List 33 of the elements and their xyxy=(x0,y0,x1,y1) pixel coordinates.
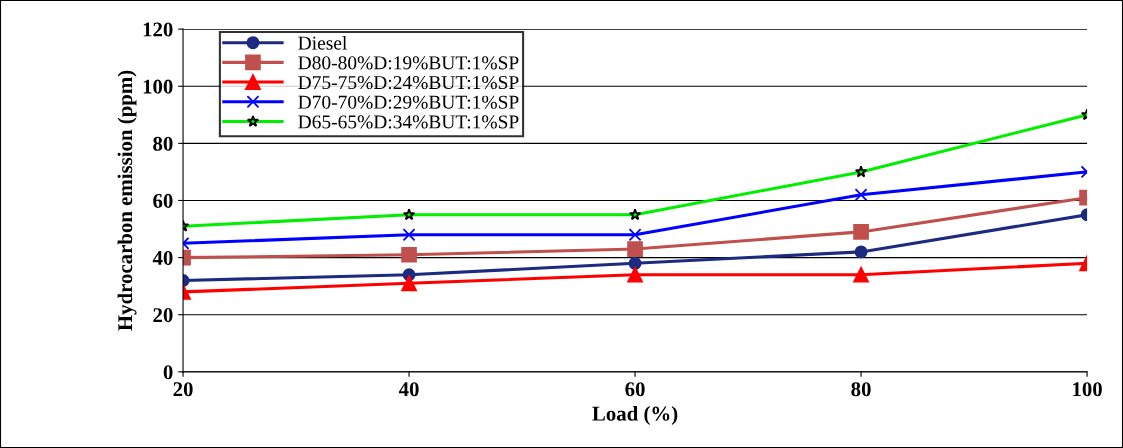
point xyxy=(401,246,417,263)
y-tick-label: 120 xyxy=(143,22,173,37)
legend-label: D65-65%D:34%BUT:1%SP xyxy=(298,115,519,129)
point xyxy=(854,188,868,202)
point xyxy=(627,241,643,257)
x-tick-label: 20 xyxy=(173,382,193,397)
y-tick-label: 60 xyxy=(153,193,173,208)
point xyxy=(401,275,417,292)
y-tick-label: 0 xyxy=(163,365,173,380)
x-tick-label: 60 xyxy=(625,382,645,397)
y-axis-title: Hydrocarbon emission (ppm) xyxy=(117,70,137,331)
x-tick-label: 40 xyxy=(398,382,419,397)
point xyxy=(854,165,868,178)
point xyxy=(853,266,869,283)
y-tick-label: 20 xyxy=(153,308,173,323)
y-tick-label: 80 xyxy=(153,136,173,151)
legend-label: Diesel xyxy=(298,36,347,50)
point xyxy=(627,266,643,283)
legend-label: D70-70%D:29%BUT:1%SP xyxy=(298,95,519,109)
point xyxy=(402,228,416,242)
x-tick-label: 80 xyxy=(851,382,871,397)
point xyxy=(402,208,416,221)
point xyxy=(853,224,869,240)
point xyxy=(628,208,642,221)
point xyxy=(628,256,642,270)
point xyxy=(854,245,868,259)
y-tick-label: 100 xyxy=(143,79,173,94)
y-tick-label: 40 xyxy=(152,250,173,266)
point xyxy=(628,228,642,242)
x-tick-label: 100 xyxy=(1073,382,1102,397)
x-axis-title: Load (%) xyxy=(592,406,678,425)
legend-label: D80-80%D:19%BUT:1%SP xyxy=(298,56,519,70)
legend-label: D75-75%D:24%BUT:1%SP xyxy=(298,75,519,90)
